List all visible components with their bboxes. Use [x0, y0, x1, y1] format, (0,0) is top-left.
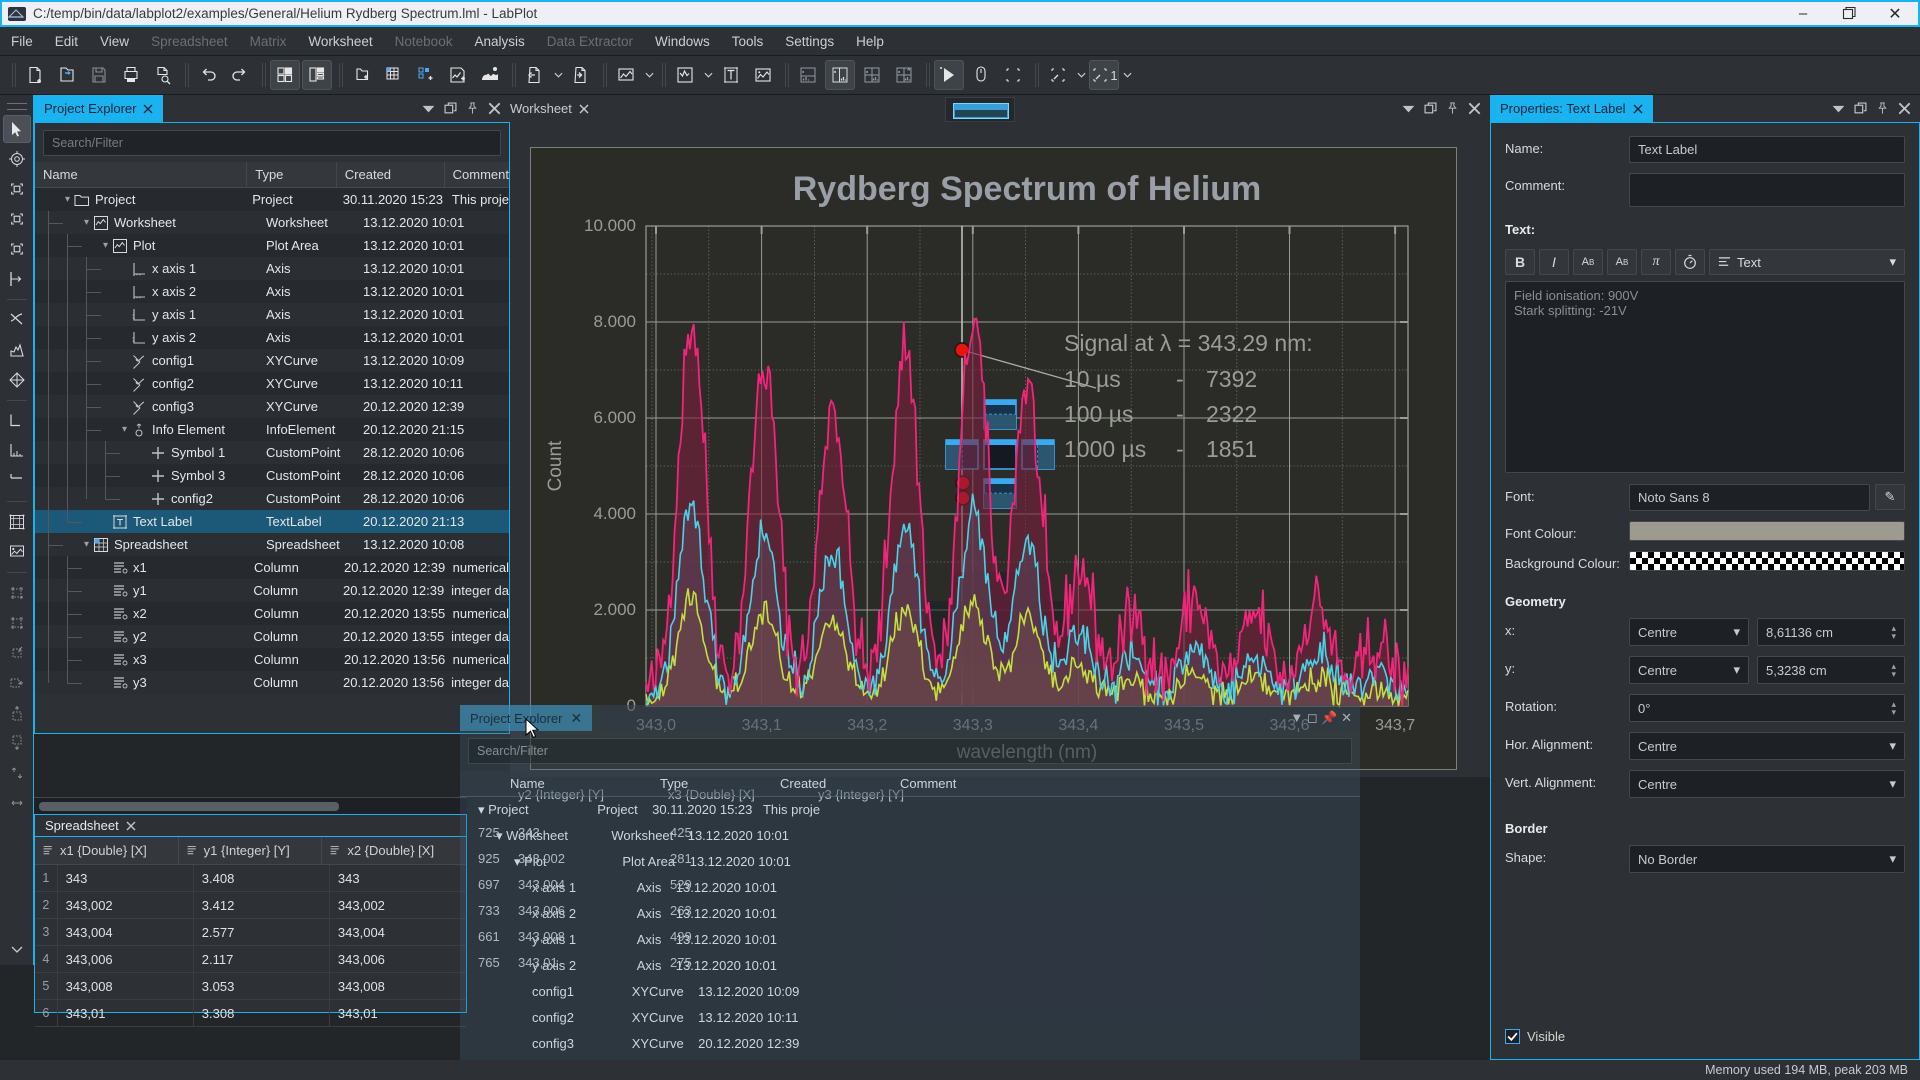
svg-text:8.000: 8.000	[593, 312, 636, 331]
svg-text:-: -	[1176, 436, 1184, 462]
svg-text:10 µs: 10 µs	[1064, 366, 1121, 392]
svg-text:Count: Count	[545, 440, 566, 491]
svg-text:2322: 2322	[1206, 401, 1257, 427]
svg-text:1000 µs: 1000 µs	[1064, 436, 1146, 462]
svg-text:-: -	[1176, 366, 1184, 392]
svg-text:1851: 1851	[1206, 436, 1257, 462]
svg-text:343,7: 343,7	[1375, 717, 1415, 734]
svg-text:7392: 7392	[1206, 366, 1257, 392]
svg-text:2.000: 2.000	[593, 600, 636, 619]
svg-text:Signal at λ = 343.29 nm:: Signal at λ = 343.29 nm:	[1064, 330, 1313, 356]
svg-text:6.000: 6.000	[593, 408, 636, 427]
svg-text:-: -	[1176, 401, 1184, 427]
svg-text:4.000: 4.000	[593, 504, 636, 523]
svg-text:Rydberg Spectrum of Helium: Rydberg Spectrum of Helium	[793, 170, 1262, 208]
svg-text:100 µs: 100 µs	[1064, 401, 1134, 427]
svg-text:10.000: 10.000	[584, 216, 636, 235]
